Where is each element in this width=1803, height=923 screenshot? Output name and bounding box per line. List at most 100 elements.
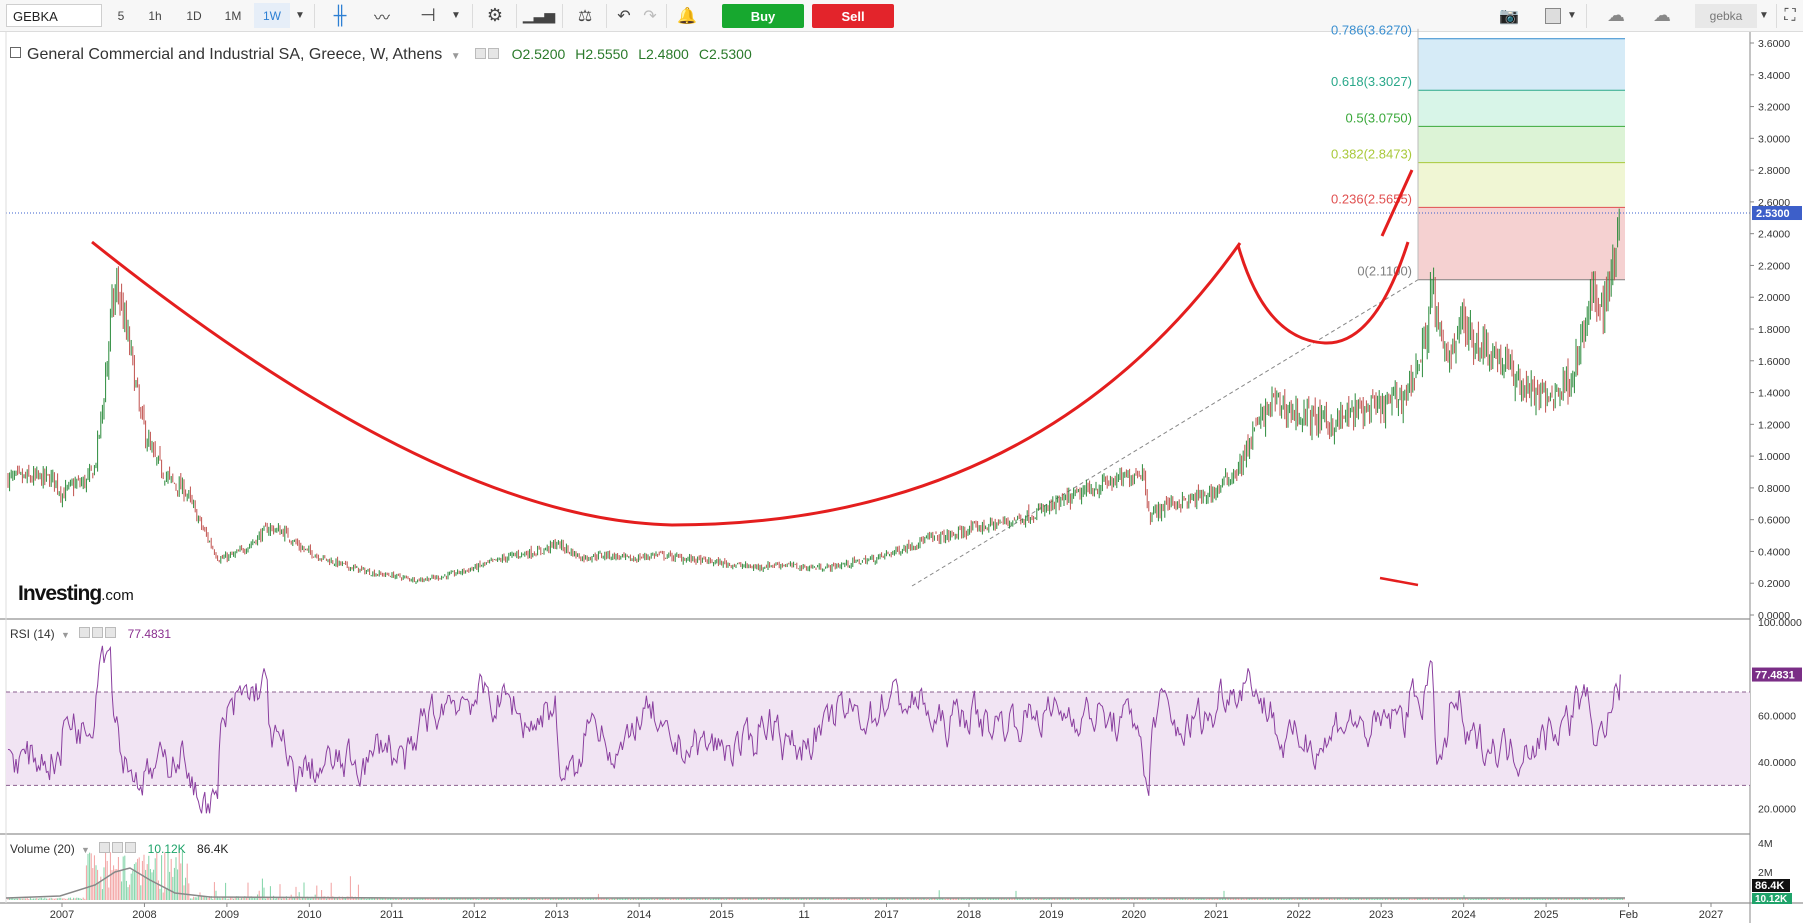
time-tick-label: 2024 bbox=[1451, 909, 1475, 921]
time-tick-label: 2008 bbox=[132, 909, 156, 921]
interval-5[interactable]: 5 bbox=[117, 8, 125, 23]
time-tick-label: 11 bbox=[798, 909, 809, 921]
volume-ma-badge bbox=[1752, 879, 1790, 892]
rsi-value-badge-label: 77.4831 bbox=[1755, 670, 1795, 682]
compare-icon[interactable]: ⚖ bbox=[577, 7, 593, 25]
volume-tick-label: 2M bbox=[1758, 867, 1773, 879]
interval-dropdown-icon[interactable]: ▼ bbox=[295, 10, 305, 21]
legend-dropdown-icon[interactable]: ▼ bbox=[450, 51, 461, 62]
low-value: L2.4800 bbox=[638, 46, 689, 62]
cloud-download-icon[interactable]: ☁ bbox=[1607, 5, 1625, 25]
interval-1h[interactable]: 1h bbox=[148, 8, 162, 23]
symbol-input[interactable]: GEBKA bbox=[6, 4, 102, 27]
rsi-line bbox=[7, 645, 1621, 814]
time-axis[interactable]: 2007 2008 2009 2010 2011 2012 2013 2014 2015 11 20… bbox=[50, 903, 1723, 921]
fibonacci-retracement[interactable]: 0(2.1100) 0.236(2.5655) 0.382(2.8473) 0.5(3… bbox=[1331, 23, 1625, 281]
rsi-close-icon[interactable] bbox=[105, 627, 117, 638]
rsi-settings-icon[interactable] bbox=[79, 627, 91, 638]
rsi-pane: 100.0000 60.0000 40.0000 20.0000 77.4831 bbox=[6, 617, 1802, 816]
volume-label: Volume (20) bbox=[10, 842, 75, 856]
redo-icon[interactable]: ↷ bbox=[643, 7, 657, 25]
rsi-dropdown-icon[interactable]: ▼ bbox=[61, 630, 70, 640]
interval-1w[interactable]: 1W bbox=[254, 3, 290, 28]
volume-close-icon[interactable] bbox=[125, 842, 137, 853]
time-tick-label: 2015 bbox=[709, 909, 733, 921]
rsi-label: RSI (14) bbox=[10, 627, 55, 641]
close-value: C2.5300 bbox=[698, 46, 752, 62]
line-chart-icon[interactable]: 〰 bbox=[373, 9, 390, 27]
indicator-dropdown-icon[interactable]: ▼ bbox=[451, 10, 461, 21]
undo-icon[interactable]: ↶ bbox=[617, 7, 631, 25]
rsi-tick-label: 100.0000 bbox=[1758, 617, 1802, 629]
rsi-tick-label: 40.0000 bbox=[1758, 757, 1796, 769]
fib-label-0.5: 0.5(3.0750) bbox=[1346, 110, 1413, 125]
alert-bell-icon[interactable]: 🔔 bbox=[677, 7, 697, 25]
fib-zone-0 bbox=[1418, 207, 1625, 280]
rsi-value-badge bbox=[1752, 667, 1802, 682]
gear-icon[interactable]: ⚙ bbox=[486, 5, 504, 25]
interval-1m[interactable]: 1M bbox=[224, 8, 242, 23]
volume-ma-value: 86.4K bbox=[197, 842, 229, 856]
sell-button[interactable]: Sell bbox=[812, 4, 894, 28]
small-cup-curve bbox=[1236, 241, 1410, 345]
collapse-legend-icon[interactable] bbox=[10, 47, 21, 58]
bar-chart-icon[interactable]: ▁▃▅ bbox=[522, 7, 556, 23]
ohlc-values: O2.5200 H2.5550 L2.4800 C2.5300 bbox=[512, 46, 762, 62]
time-tick-label: 2021 bbox=[1204, 909, 1228, 921]
time-tick-label: 2009 bbox=[215, 909, 239, 921]
time-tick-label: 2012 bbox=[462, 909, 486, 921]
investing-logo: Investing.com bbox=[18, 582, 134, 605]
volume-tick-label: 4M bbox=[1758, 838, 1773, 850]
volume-hide-icon[interactable] bbox=[112, 842, 124, 853]
user-dropdown-icon[interactable]: ▼ bbox=[1759, 10, 1769, 21]
price-tick-label: 3.0000 bbox=[1758, 133, 1790, 145]
time-tick-label: Feb bbox=[1619, 909, 1638, 921]
volume-last-badge bbox=[1752, 893, 1792, 904]
layout-icon[interactable] bbox=[1536, 3, 1570, 28]
interval-1d[interactable]: 1D bbox=[186, 8, 202, 23]
cup-and-handle-drawing[interactable] bbox=[91, 169, 1419, 587]
rsi-tick-label: 20.0000 bbox=[1758, 804, 1796, 816]
price-tick-label: 2.8000 bbox=[1758, 165, 1790, 177]
volume-settings-icon[interactable] bbox=[99, 842, 111, 853]
rsi-current-value: 77.4831 bbox=[127, 627, 172, 641]
buy-button[interactable]: Buy bbox=[722, 4, 804, 28]
price-tick-label: 2.4000 bbox=[1758, 229, 1790, 241]
indicator-icon[interactable]: ⊣ bbox=[420, 5, 436, 25]
fullscreen-icon[interactable]: ⛶ bbox=[1784, 6, 1796, 24]
rsi-legend: RSI (14) ▼ 77.4831 bbox=[10, 627, 171, 641]
fib-label-0.382: 0.382(2.8473) bbox=[1331, 147, 1412, 162]
time-tick-label: 2020 bbox=[1122, 909, 1146, 921]
cloud-upload-icon[interactable]: ☁ bbox=[1653, 5, 1671, 25]
legend-hide-icon[interactable] bbox=[488, 48, 500, 59]
price-tick-label: 1.0000 bbox=[1758, 451, 1790, 463]
camera-icon[interactable]: 📷 bbox=[1499, 7, 1519, 25]
instrument-title: General Commercial and Industrial SA, Gr… bbox=[27, 46, 443, 63]
price-tick-label: 2.0000 bbox=[1758, 292, 1790, 304]
fib-zone-0.5 bbox=[1418, 90, 1625, 127]
price-tick-label: 2.6000 bbox=[1758, 197, 1790, 209]
price-candles bbox=[7, 208, 1620, 584]
price-axis[interactable]: 3.6000 3.4000 3.2000 3.0000 2.8000 2.6000 2.40… bbox=[1750, 38, 1802, 622]
price-tick-label: 1.4000 bbox=[1758, 388, 1790, 400]
time-tick-label: 2018 bbox=[957, 909, 981, 921]
user-layout-select[interactable]: gebka bbox=[1695, 4, 1757, 28]
time-tick-label: 2014 bbox=[627, 909, 651, 921]
rsi-tick-label: 60.0000 bbox=[1758, 710, 1796, 722]
volume-dropdown-icon[interactable]: ▼ bbox=[81, 845, 90, 855]
volume-last-badge-label: 10.12K bbox=[1755, 894, 1788, 905]
price-tick-label: 0.8000 bbox=[1758, 483, 1790, 495]
rsi-hide-icon[interactable] bbox=[92, 627, 104, 638]
price-tick-label: 2.2000 bbox=[1758, 260, 1790, 272]
candlestick-icon[interactable]: ╫ bbox=[333, 5, 347, 25]
layout-dropdown-icon[interactable]: ▼ bbox=[1567, 10, 1577, 21]
fib-zone-0.382 bbox=[1418, 126, 1625, 163]
time-tick-label: 2025 bbox=[1534, 909, 1558, 921]
volume-last-value: 10.12K bbox=[147, 842, 186, 856]
price-tick-label: 1.2000 bbox=[1758, 419, 1790, 431]
chart-legend: General Commercial and Industrial SA, Gr… bbox=[10, 46, 762, 64]
last-price-badge bbox=[1752, 206, 1802, 221]
high-value: H2.5550 bbox=[575, 46, 629, 62]
legend-settings-icon[interactable] bbox=[475, 48, 487, 59]
